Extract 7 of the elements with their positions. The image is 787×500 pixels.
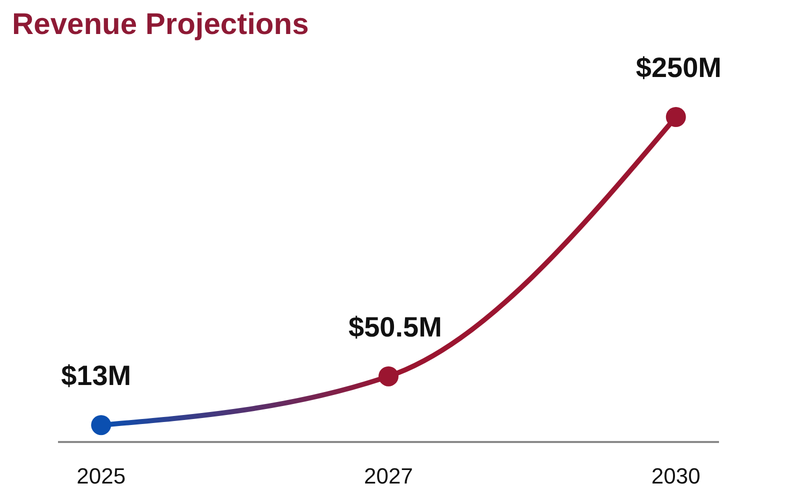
data-label: $250M <box>636 52 722 83</box>
chart-title: Revenue Projections <box>11 8 310 43</box>
x-tick-label: 2027 <box>364 464 413 489</box>
data-label: $13M <box>61 360 132 392</box>
x-tick-label: 2030 <box>651 464 700 489</box>
data-label: $50.5M <box>348 311 442 342</box>
x-tick-label: 2025 <box>76 464 126 489</box>
